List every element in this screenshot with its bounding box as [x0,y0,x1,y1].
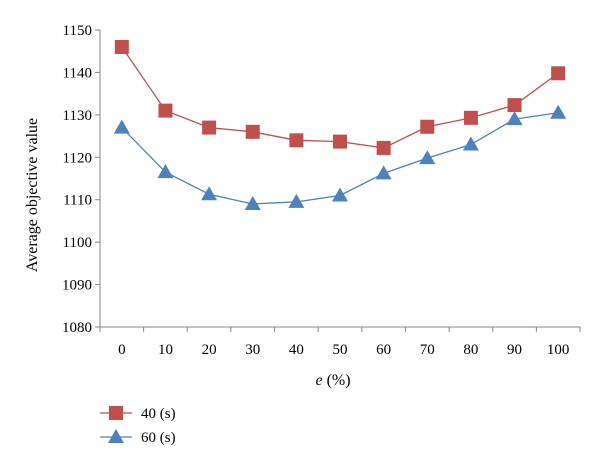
legend-item: 40 (s) [100,406,176,422]
x-tick-label: 50 [333,342,348,358]
data-point [245,124,260,139]
data-point [201,186,218,201]
data-point [375,165,392,180]
x-tick-label: 90 [507,342,522,358]
data-point [333,134,347,149]
x-tick-label: 20 [202,342,217,358]
legend: 40 (s) 60 (s) [100,406,176,446]
legend-marker [109,406,123,420]
y-tick-label: 1140 [63,65,92,81]
data-point [114,39,129,54]
x-axis-title-unit: (%) [323,372,351,389]
legend-item: 60 (s) [100,429,176,446]
x-axis-title: e (%) [315,372,350,389]
axes [99,30,580,328]
series-layer [113,39,567,210]
legend-label: 40 (s) [141,406,176,422]
x-tick-label: 80 [463,342,478,358]
x-tick-label: 0 [118,342,126,358]
data-point [507,98,522,113]
x-axis-title-variable: e [315,372,322,389]
y-axis-title: Average objective value [24,118,41,272]
x-tick-label: 10 [158,342,173,358]
data-point [157,164,174,179]
data-point [463,110,478,125]
y-tick-label: 1080 [62,320,92,336]
data-point [420,119,435,134]
y-tick-label: 1090 [62,278,92,294]
series-line [121,46,559,149]
data-point [550,104,567,119]
x-tick-label: 60 [376,342,391,358]
y-tick-label: 1120 [63,150,92,166]
x-tick-label: 40 [289,342,304,358]
data-point [288,193,305,208]
data-point [551,66,566,81]
legend-label: 60 (s) [141,430,176,446]
y-tick-label: 1100 [63,235,92,251]
data-point [202,120,217,135]
x-ticks: 0 10 20 30 40 50 60 70 80 90 100 [99,327,581,358]
data-point [462,136,479,151]
data-point [158,103,173,118]
legend-marker [108,429,124,443]
x-tick-label: 30 [245,342,260,358]
data-point [376,140,391,155]
y-ticks: 1080 1090 1100 1110 1120 1130 1140 1150 [62,23,100,336]
data-point [419,150,436,165]
data-point [332,187,348,202]
x-tick-label: 100 [547,342,570,358]
y-tick-label: 1150 [63,23,92,39]
y-tick-label: 1130 [63,108,92,124]
series-1 [114,39,566,155]
x-tick-label: 70 [420,342,435,358]
data-point [244,195,261,210]
y-tick-label: 1110 [63,193,92,209]
data-point [506,111,523,126]
data-point [113,119,130,134]
data-point [289,133,304,148]
series-2 [113,104,567,210]
